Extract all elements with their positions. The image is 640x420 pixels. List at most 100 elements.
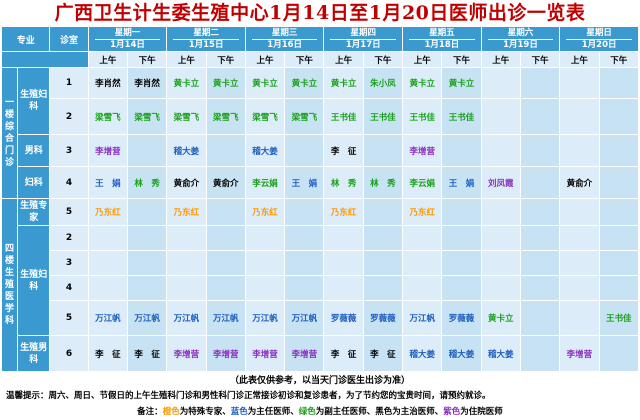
schedule-cell bbox=[519, 134, 561, 167]
schedule-cell: 黄卡立 bbox=[244, 67, 286, 99]
schedule-cell bbox=[598, 134, 640, 167]
specialty-label: 生殖妇科 bbox=[17, 225, 51, 336]
schedule-cell bbox=[205, 225, 246, 251]
legend-purple-desc: 为住院医师 bbox=[460, 407, 503, 417]
schedule-cell bbox=[598, 98, 640, 135]
schedule-cell bbox=[166, 275, 207, 301]
legend-note: 备注：橙色为特殊专家、蓝色为主任医师、绿色为副主任医师、黑色为主治医师、紫色为住… bbox=[0, 405, 640, 417]
table-row: 4 bbox=[2, 275, 640, 301]
specialty-label: 生殖妇科 bbox=[17, 67, 51, 135]
schedule-cell: 黄俞介 bbox=[205, 166, 246, 199]
schedule-cell: 万江帆 bbox=[166, 300, 207, 336]
schedule-cell bbox=[284, 275, 325, 301]
schedule-cell bbox=[559, 250, 600, 276]
table-row: 妇科 4 王 娟林 秀黄俞介 黄俞介 李云娟王 娟林 秀林 秀李云娟王 娟刘凤霞 黄俞… bbox=[2, 166, 640, 199]
pm-label: 下午 bbox=[441, 51, 482, 68]
schedule-cell bbox=[402, 225, 443, 251]
schedule-cell bbox=[559, 275, 600, 301]
schedule-cell: 王书佳 bbox=[598, 300, 640, 336]
am-label: 上午 bbox=[166, 51, 207, 68]
schedule-cell: 乃东红 bbox=[166, 198, 207, 226]
schedule-cell bbox=[362, 250, 404, 276]
legend-purple: 紫色 bbox=[443, 407, 461, 417]
schedule-cell bbox=[480, 67, 521, 99]
schedule-cell: 李云娟 bbox=[244, 166, 286, 199]
header-spacer bbox=[1, 51, 89, 68]
day-header-mon: 星期一 1月14日 bbox=[87, 26, 168, 52]
day-header-sun: 星期日 1月20日 bbox=[559, 26, 639, 52]
schedule-cell bbox=[166, 250, 207, 276]
schedule-cell: 林 秀 bbox=[126, 166, 168, 199]
schedule-cell: 李增营 bbox=[166, 335, 207, 372]
schedule-cell: 黄卡立 bbox=[166, 67, 207, 99]
schedule-cell: 李云娟 bbox=[402, 166, 443, 199]
schedule-cell: 李增营 bbox=[205, 335, 246, 372]
schedule-cell: 梁雪飞 bbox=[244, 98, 286, 135]
schedule-cell bbox=[598, 198, 640, 226]
schedule-cell: 黄卡立 bbox=[480, 300, 521, 336]
schedule-cell bbox=[323, 275, 364, 301]
schedule-cell bbox=[598, 250, 640, 276]
legend-green: 绿色 bbox=[298, 407, 316, 417]
day-header-thu: 星期四 1月17日 bbox=[323, 26, 404, 52]
room-number: 1 bbox=[49, 67, 89, 99]
schedule-cell: 稽大姜 bbox=[244, 134, 286, 167]
am-label: 上午 bbox=[87, 51, 128, 68]
schedule-cell bbox=[126, 250, 168, 276]
schedule-cell bbox=[87, 225, 128, 251]
table-row: 生殖男科 6 李 征李 征李增营 李增营 李增营 李增营李 征李 征稽大姜 稽大姜 稽大姜… bbox=[2, 335, 640, 372]
schedule-cell bbox=[441, 134, 482, 167]
schedule-cell bbox=[559, 67, 600, 99]
schedule-cell: 万江帆 bbox=[126, 300, 168, 336]
schedule-cell: 梁雪飞 bbox=[126, 98, 168, 135]
schedule-cell bbox=[559, 225, 600, 251]
schedule-cell bbox=[205, 250, 246, 276]
room-number: 5 bbox=[49, 300, 89, 336]
schedule-cell: 李 征 bbox=[323, 134, 364, 167]
schedule-cell: 李增营 bbox=[87, 134, 128, 167]
table-row: 一楼综合门诊 生殖妇科 1 李肖然 李肖然 黄卡立 黄卡立 黄卡立 黄卡立 黄卡立 朱小凤 黄卡… bbox=[0, 67, 640, 199]
room-number: 4 bbox=[49, 275, 89, 301]
schedule-cell bbox=[362, 275, 404, 301]
room-number: 3 bbox=[49, 250, 89, 276]
schedule-cell bbox=[402, 275, 443, 301]
pm-label: 下午 bbox=[205, 51, 246, 68]
schedule-cell: 李 征 bbox=[362, 335, 404, 372]
schedule-cell: 梁雪飞 bbox=[284, 98, 325, 135]
pm-label: 下午 bbox=[519, 51, 561, 68]
schedule-cell bbox=[480, 225, 521, 251]
day-header-fri: 星期五 1月18日 bbox=[402, 26, 482, 52]
schedule-cell: 李肖然 bbox=[126, 67, 168, 99]
schedule-cell bbox=[284, 250, 325, 276]
schedule-cell bbox=[244, 225, 286, 251]
schedule-cell: 王书佳 bbox=[323, 98, 364, 135]
schedule-cell bbox=[362, 225, 404, 251]
am-label: 上午 bbox=[402, 51, 443, 68]
schedule-cell bbox=[480, 198, 521, 226]
schedule-cell bbox=[559, 300, 600, 336]
schedule-cell: 黄俞介 bbox=[559, 166, 600, 199]
schedule-cell: 罗薇薇 bbox=[441, 300, 482, 336]
schedule-cell: 稽大姜 bbox=[402, 335, 443, 372]
schedule-cell: 朱小凤 bbox=[362, 67, 404, 99]
schedule-cell: 梁雪飞 bbox=[166, 98, 207, 135]
pm-label: 下午 bbox=[126, 51, 168, 68]
schedule-cell bbox=[441, 225, 482, 251]
schedule-cell bbox=[598, 225, 640, 251]
schedule-cell: 乃东红 bbox=[323, 198, 364, 226]
schedule-cell bbox=[402, 250, 443, 276]
schedule-cell bbox=[284, 225, 325, 251]
schedule-cell: 稽大姜 bbox=[441, 335, 482, 372]
table-row: 2 梁雪飞 梁雪飞 梁雪飞 梁雪飞 梁雪飞 梁雪飞 王书佳 王书佳 王书佳 王书佳 bbox=[2, 98, 640, 135]
schedule-cell bbox=[126, 198, 168, 226]
schedule-cell: 李肖然 bbox=[87, 67, 128, 99]
schedule-cell bbox=[205, 134, 246, 167]
schedule-cell: 黄卡立 bbox=[323, 67, 364, 99]
schedule-cell: 乃东红 bbox=[402, 198, 443, 226]
schedule-cell bbox=[519, 225, 561, 251]
schedule-cell: 林 秀 bbox=[362, 166, 404, 199]
schedule-cell: 乃东红 bbox=[87, 198, 128, 226]
pm-label: 下午 bbox=[284, 51, 325, 68]
room-number: 5 bbox=[49, 198, 89, 226]
schedule-cell bbox=[559, 98, 600, 135]
